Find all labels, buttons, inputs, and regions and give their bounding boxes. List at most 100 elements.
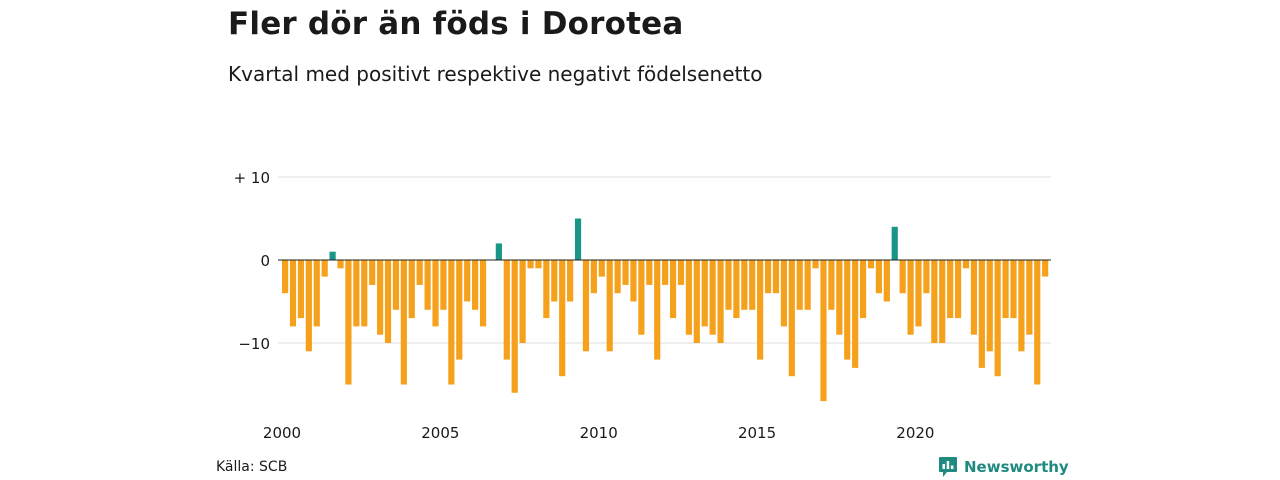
x-tick-label: 2000 [263, 424, 301, 442]
bar-negative [408, 260, 415, 319]
bar-negative [392, 260, 400, 310]
bar-negative [479, 260, 487, 327]
bar-negative [606, 260, 613, 352]
y-tick-label: + 10 [234, 169, 270, 187]
bar-negative [978, 260, 985, 368]
bar-negative [369, 260, 376, 285]
bar-negative [836, 260, 843, 335]
x-tick-label: 2020 [896, 424, 934, 442]
bar-negative [1018, 260, 1025, 352]
bar-negative [757, 260, 764, 360]
bar-negative [353, 260, 360, 327]
bar-negative [764, 260, 772, 294]
bar-negative [867, 260, 875, 269]
bar-negative [685, 260, 692, 335]
bar-negative [939, 260, 946, 343]
bar-negative [907, 260, 914, 335]
bar-negative [377, 260, 384, 335]
bar-negative [986, 260, 993, 352]
bar-negative [875, 260, 882, 294]
bar-negative [844, 260, 851, 360]
bar-negative [828, 260, 835, 310]
bar-negative [400, 260, 407, 385]
bar-negative [733, 260, 740, 319]
bar-negative [337, 260, 344, 269]
bar-negative [630, 260, 637, 302]
bar-negative [788, 260, 795, 377]
bar-positive [574, 218, 582, 260]
bar-negative [725, 260, 732, 310]
bar-negative [535, 260, 542, 269]
bar-negative [321, 260, 328, 277]
bar-negative [567, 260, 574, 302]
bar-negative [812, 260, 819, 269]
bar-negative [622, 260, 629, 285]
bar-negative [915, 260, 922, 327]
bar-negative [852, 260, 859, 368]
brand-logo[interactable]: Newsworthy [938, 456, 1069, 478]
bar-negative [543, 260, 550, 319]
bar-negative [796, 260, 803, 310]
bar-negative [519, 260, 526, 343]
bar-negative [741, 260, 748, 310]
bar-negative [701, 260, 708, 327]
bar-negative [582, 260, 590, 352]
bar-negative [638, 260, 645, 335]
bar-negative [598, 260, 605, 277]
chart-subtitle: Kvartal med positivt respektive negativt… [228, 62, 763, 86]
bar-negative [448, 260, 455, 385]
bar-negative [962, 260, 970, 269]
bar-negative [677, 260, 685, 285]
bar-negative [416, 260, 423, 285]
bar-negative [804, 260, 811, 310]
bar-negative [361, 260, 368, 327]
bar-positive [495, 243, 502, 260]
bar-negative [646, 260, 653, 285]
bar-negative [1026, 260, 1033, 335]
bar-positive [891, 226, 898, 260]
bar-negative [282, 260, 289, 294]
x-tick-label: 2015 [738, 424, 776, 442]
bar-negative [717, 260, 724, 343]
bar-negative [1042, 260, 1049, 277]
bar-negative [614, 260, 621, 294]
bar-negative [345, 260, 352, 385]
y-tick-label: −10 [238, 335, 270, 353]
bar-negative [820, 260, 827, 402]
bar-negative [559, 260, 566, 377]
bar-negative [994, 260, 1001, 377]
bar-negative [464, 260, 471, 302]
bar-negative [432, 260, 439, 327]
brand-name: Newsworthy [964, 458, 1069, 476]
bar-negative [384, 260, 392, 343]
bar-negative [527, 260, 534, 269]
bar-negative [654, 260, 661, 360]
bar-negative [472, 260, 479, 310]
bar-negative [883, 260, 890, 302]
bar-negative [923, 260, 930, 294]
bar-negative [313, 260, 320, 327]
bar-negative [503, 260, 510, 360]
bar-negative [456, 260, 463, 360]
bar-negative [1002, 260, 1009, 319]
bar-negative [954, 260, 962, 319]
x-tick-label: 2010 [580, 424, 618, 442]
bar-negative [947, 260, 954, 319]
bar-negative [780, 260, 787, 327]
bar-negative [590, 260, 597, 294]
bar-negative [931, 260, 938, 343]
source-label: Källa: SCB [216, 459, 288, 475]
bar-negative [693, 260, 700, 343]
bar-negative [899, 260, 906, 294]
bar-positive [329, 251, 336, 260]
bar-negative [772, 260, 780, 294]
bar-negative [970, 260, 977, 335]
bar-negative [749, 260, 756, 310]
bar-negative [1010, 260, 1017, 319]
y-tick-label: 0 [260, 252, 270, 270]
chart-title: Fler dör än föds i Dorotea [228, 6, 684, 42]
bar-negative [440, 260, 447, 310]
x-tick-label: 2005 [421, 424, 459, 442]
bar-negative [305, 260, 312, 352]
